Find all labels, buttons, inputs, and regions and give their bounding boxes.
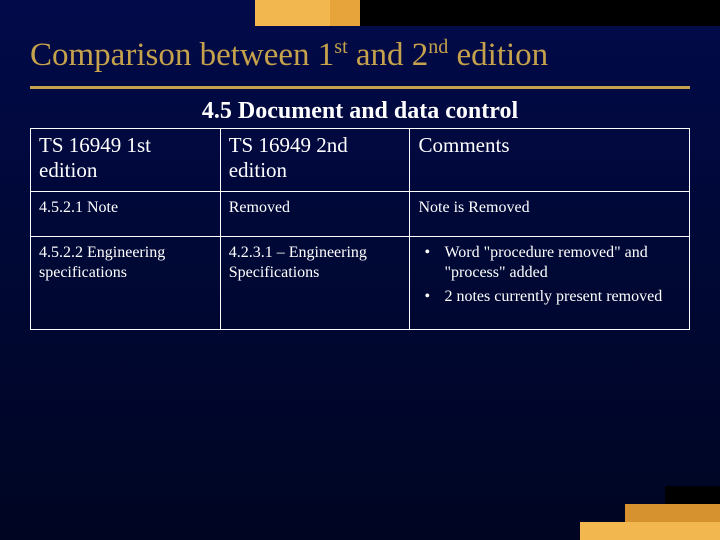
cell-2nd-edition: Removed	[220, 192, 410, 237]
title-sup-2: nd	[428, 36, 448, 58]
comments-list-item: 2 notes currently present removed	[418, 287, 681, 307]
cell-comments: Word "procedure removed" and "process" a…	[410, 237, 690, 330]
title-part-2: and 2	[348, 37, 429, 73]
top-stripe-1	[255, 0, 330, 26]
comments-list-item: Word "procedure removed" and "process" a…	[418, 243, 681, 283]
cell-1st-edition: 4.5.2.1 Note	[31, 192, 221, 237]
col-header-comments: Comments	[410, 129, 690, 192]
title-underline	[30, 86, 690, 89]
table-row: 4.5.2.2 Engineering specifications4.2.3.…	[31, 237, 690, 330]
comments-list: Word "procedure removed" and "process" a…	[418, 243, 681, 307]
bottom-stripe-1	[580, 522, 720, 540]
title-part-1: Comparison between 1	[30, 37, 334, 73]
top-stripe-3	[360, 0, 720, 26]
title-part-3: edition	[448, 37, 548, 73]
comparison-table: TS 16949 1st edition TS 16949 2nd editio…	[30, 128, 690, 330]
table-header-row: TS 16949 1st edition TS 16949 2nd editio…	[31, 129, 690, 192]
table-row: 4.5.2.1 NoteRemovedNote is Removed	[31, 192, 690, 237]
cell-comments: Note is Removed	[410, 192, 690, 237]
col-header-1st-edition: TS 16949 1st edition	[31, 129, 221, 192]
slide-title: Comparison between 1st and 2nd edition	[30, 36, 690, 73]
col-header-2nd-edition: TS 16949 2nd edition	[220, 129, 410, 192]
cell-1st-edition: 4.5.2.2 Engineering specifications	[31, 237, 221, 330]
cell-2nd-edition: 4.2.3.1 – Engineering Specifications	[220, 237, 410, 330]
section-heading: 4.5 Document and data control	[0, 98, 720, 125]
bottom-stripe-2	[625, 504, 720, 522]
table-body: 4.5.2.1 NoteRemovedNote is Removed4.5.2.…	[31, 192, 690, 330]
bottom-stripe-3	[665, 486, 720, 504]
title-sup-1: st	[334, 36, 347, 58]
top-stripe-2	[330, 0, 360, 26]
